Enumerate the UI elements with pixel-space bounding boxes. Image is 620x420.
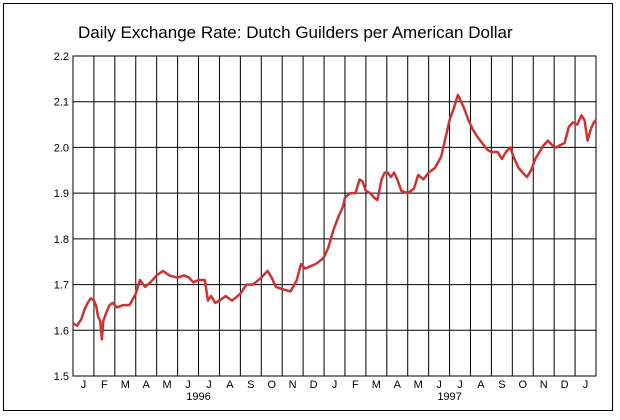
x-tick-label: D: [310, 379, 318, 391]
x-tick-label: F: [352, 379, 359, 391]
y-tick-label: 1.6: [54, 325, 69, 337]
x-tick-label: J: [332, 379, 338, 391]
year-label: 1997: [437, 391, 461, 403]
x-tick-label: M: [414, 379, 423, 391]
x-tick-label: A: [394, 379, 402, 391]
chart-frame: [3, 3, 613, 411]
series-line: [72, 93, 597, 341]
x-tick-label: O: [267, 379, 276, 391]
x-tick-label: N: [540, 379, 548, 391]
x-tick-label: A: [226, 379, 234, 391]
x-tick-label: A: [143, 379, 151, 391]
x-tick-label: J: [436, 379, 442, 391]
series-layer: [72, 93, 597, 341]
x-tick-label: J: [583, 379, 589, 391]
x-tick-label: S: [498, 379, 505, 391]
x-tick-label: M: [163, 379, 172, 391]
x-tick-label: M: [372, 379, 381, 391]
chart-title: Daily Exchange Rate: Dutch Guilders per …: [78, 23, 513, 42]
y-tick-label: 1.9: [54, 188, 69, 200]
y-tick-label: 1.8: [54, 234, 69, 246]
x-tick-label: O: [518, 379, 527, 391]
x-tick-label: J: [185, 379, 191, 391]
plot-area: [72, 55, 597, 377]
x-tick-label: A: [477, 379, 485, 391]
x-tick-label: J: [81, 379, 87, 391]
y-tick-label: 1.7: [54, 280, 69, 292]
year-label: 1996: [186, 391, 210, 403]
x-tick-label: J: [457, 379, 463, 391]
x-tick-label: N: [289, 379, 297, 391]
y-tick-label: 2.2: [54, 51, 69, 63]
x-tick-label: D: [561, 379, 569, 391]
x-tick-label: F: [101, 379, 108, 391]
year-labels: 1996 1997: [186, 391, 462, 403]
x-tick-label: S: [247, 379, 254, 391]
x-tick-label: M: [121, 379, 130, 391]
x-tick-label: J: [206, 379, 212, 391]
y-tick-label: 2.0: [54, 142, 69, 154]
y-tick-label: 1.5: [54, 371, 69, 383]
y-tick-labels: 1.5 1.6 1.7 1.8 1.9 2.0 2.1 2.2: [54, 51, 69, 383]
y-tick-label: 2.1: [54, 97, 69, 109]
grid-lines: [73, 55, 596, 377]
